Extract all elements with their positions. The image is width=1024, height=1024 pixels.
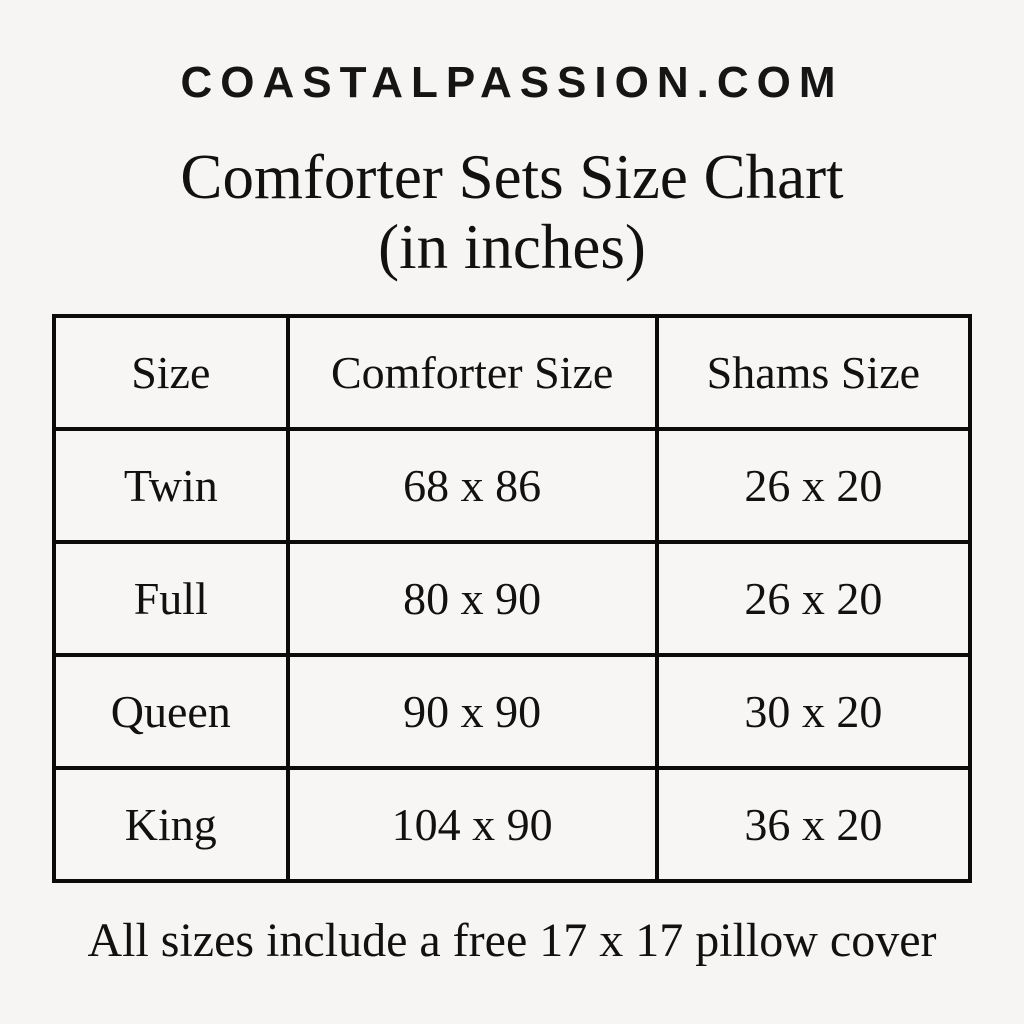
comforter-cell: 80 x 90 (285, 540, 659, 657)
table-header-row: Size Comforter Size Shams Size (52, 314, 973, 431)
column-header-size: Size (52, 314, 290, 431)
size-cell: King (52, 766, 290, 883)
table-row-queen: Queen 90 x 90 30 x 20 (52, 653, 973, 770)
table-row-full: Full 80 x 90 26 x 20 (52, 540, 973, 657)
shams-cell: 26 x 20 (654, 427, 973, 544)
comforter-cell: 104 x 90 (285, 766, 659, 883)
page-title: Comforter Sets Size Chart (in inches) (0, 142, 1024, 282)
table-row-twin: Twin 68 x 86 26 x 20 (52, 427, 973, 544)
page-title-line2: (in inches) (378, 212, 646, 282)
size-chart-table: Size Comforter Size Shams Size Twin 68 x… (52, 314, 973, 883)
size-cell: Full (52, 540, 290, 657)
comforter-cell: 68 x 86 (285, 427, 659, 544)
size-cell: Twin (52, 427, 290, 544)
shams-cell: 36 x 20 (654, 766, 973, 883)
shams-cell: 30 x 20 (654, 653, 973, 770)
column-header-comforter-size: Comforter Size (285, 314, 659, 431)
size-cell: Queen (52, 653, 290, 770)
table-row-king: King 104 x 90 36 x 20 (52, 766, 973, 883)
column-header-shams-size: Shams Size (654, 314, 973, 431)
page-title-line1: Comforter Sets Size Chart (180, 142, 844, 212)
comforter-cell: 90 x 90 (285, 653, 659, 770)
footer-note: All sizes include a free 17 x 17 pillow … (87, 914, 937, 967)
shams-cell: 26 x 20 (654, 540, 973, 657)
site-name: COASTALPASSION.COM (180, 58, 844, 107)
